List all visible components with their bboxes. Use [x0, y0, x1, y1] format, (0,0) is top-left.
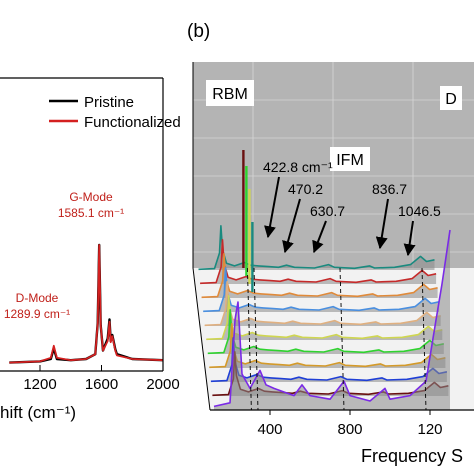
panel-a-x-ticks: 1200 1600 2000 — [23, 365, 180, 393]
panel-b-x-ticks: 400 800 120 — [257, 410, 443, 438]
d-label: D — [445, 91, 457, 108]
rbm-label-box — [206, 80, 254, 106]
x-tick-label: 120 — [417, 421, 442, 438]
dashed-guide — [339, 267, 345, 411]
x-tick-label: 1200 — [23, 376, 56, 393]
dashed-guide — [253, 267, 259, 411]
panel-b-label: (b) — [187, 21, 210, 42]
peak-arrow — [403, 220, 416, 257]
ifm-label: IFM — [336, 152, 364, 169]
d-mode-value: 1289.9 cm⁻¹ — [4, 307, 70, 321]
panel-a: 1200 1600 2000 Pristine Functionalized G-M… — [0, 77, 181, 422]
legend-label-functionalized: Functionalized — [84, 114, 181, 131]
d-mode-label: D-Mode — [16, 291, 59, 305]
x-tick-label: 800 — [337, 421, 362, 438]
peak-label-1046: 1046.5 — [398, 203, 441, 219]
panel-a-plot-area — [9, 243, 164, 364]
panel-b-waterfall — [198, 150, 451, 411]
peak-label-470: 470.2 — [288, 181, 323, 197]
peak-label-836: 836.7 — [372, 181, 407, 197]
panel-b: (b) 400 800 120 RBM IFM D 422.8 cm⁻¹ 470.2… — [187, 21, 474, 466]
peak-arrow — [312, 220, 327, 254]
peak-label-630: 630.7 — [310, 203, 345, 219]
panel-a-x-axis-label: hift (cm⁻¹) — [0, 403, 76, 422]
x-tick-label: 1600 — [85, 376, 118, 393]
peak-annotations: 422.8 cm⁻¹ 470.2 630.7 836.7 1046.5 — [263, 159, 441, 257]
g-mode-label: G-Mode — [69, 190, 113, 204]
waterfall-fill — [214, 230, 450, 410]
panel-b-x-axis-label: Frequency S — [361, 446, 463, 466]
x-tick-label: 400 — [257, 421, 282, 438]
series-line-functionalized — [9, 244, 164, 364]
peak-arrow — [264, 176, 280, 239]
panel-a-legend: Pristine Functionalized — [49, 94, 181, 131]
panel-b-depth-axis — [192, 267, 211, 411]
dashed-guide — [246, 267, 252, 411]
x-tick-label: 2000 — [146, 376, 179, 393]
legend-label-pristine: Pristine — [84, 94, 134, 111]
ifm-label-box — [330, 147, 370, 171]
peak-arrows — [264, 176, 416, 257]
waterfall-series-line — [213, 229, 451, 408]
g-mode-value: 1585.1 cm⁻¹ — [58, 206, 124, 220]
d-label-box — [440, 86, 462, 110]
peak-arrow — [282, 198, 301, 254]
peak-label-422: 422.8 cm⁻¹ — [263, 159, 333, 175]
dashed-guide — [421, 267, 427, 411]
peak-arrow — [375, 198, 389, 250]
rbm-label: RBM — [212, 86, 248, 103]
